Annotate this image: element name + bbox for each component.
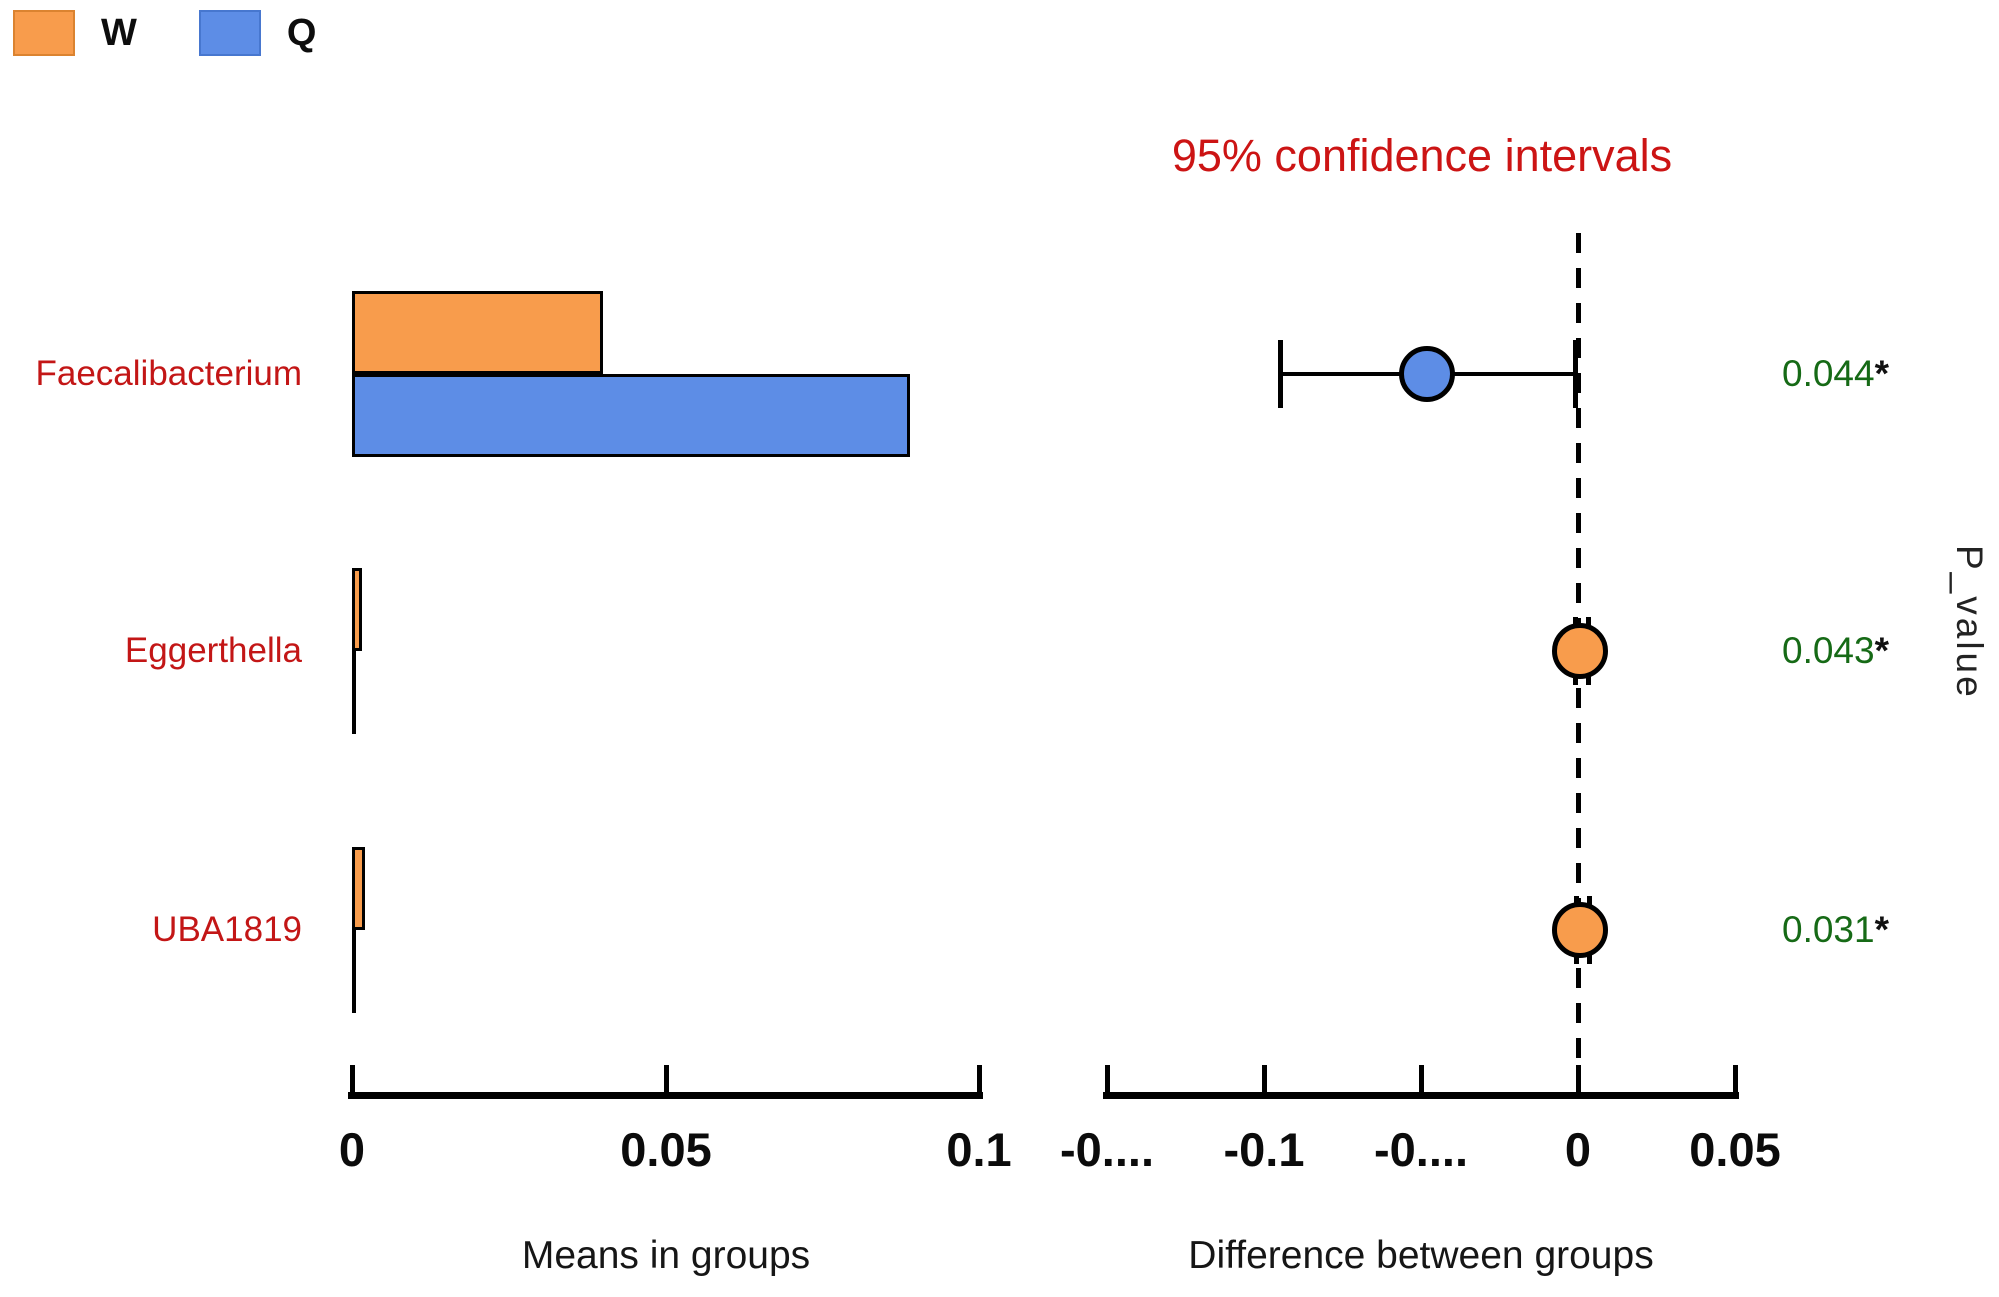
legend-swatch-w-icon (13, 10, 75, 56)
means-axis-tick (977, 1065, 982, 1099)
bar-w-uba1819 (352, 847, 365, 930)
ci-cap-low (1278, 340, 1283, 408)
difference-axis-title: Difference between groups (1188, 1234, 1654, 1277)
ci-title: 95% confidence intervals (1171, 130, 1673, 181)
significance-star: * (1874, 353, 1889, 394)
difference-axis-tick-label: -0.... (1373, 1123, 1469, 1176)
significance-star: * (1874, 630, 1889, 671)
bar-q-faecalibacterium (352, 374, 910, 457)
means-axis-tick-label: 0.1 (946, 1123, 1012, 1176)
bar-w-eggerthella (352, 568, 362, 651)
p-value-text: 0.044 (1782, 353, 1875, 394)
ci-point-uba1819 (1552, 902, 1608, 958)
difference-axis-tick-label: 0.05 (1689, 1123, 1781, 1176)
bar-q-eggerthella (352, 651, 356, 734)
legend-label-q: Q (286, 11, 317, 54)
bar-q-uba1819 (352, 930, 356, 1013)
p-value-label: 0.044* (1782, 348, 1889, 400)
difference-axis-tick-label: 0 (1564, 1123, 1592, 1176)
difference-axis-tick (1262, 1065, 1267, 1099)
difference-axis-tick-label: -0.1 (1223, 1123, 1305, 1176)
p-value-text: 0.031 (1782, 909, 1875, 950)
ci-point-eggerthella (1552, 623, 1608, 679)
taxon-label: UBA1819 (152, 910, 302, 949)
legend-swatch-q-icon (198, 10, 261, 56)
taxon-label: Faecalibacterium (35, 354, 303, 393)
means-axis-tick (664, 1065, 669, 1099)
means-axis-tick-label: 0 (338, 1123, 366, 1176)
means-axis-tick (350, 1065, 355, 1099)
ci-cap-high (1573, 340, 1578, 408)
means-axis-tick-label: 0.05 (620, 1123, 712, 1176)
means-axis-title: Means in groups (521, 1234, 811, 1277)
p-value-text: 0.043 (1782, 630, 1875, 671)
difference-axis-tick (1105, 1065, 1110, 1099)
legend: W Q (13, 10, 413, 56)
bar-w-faecalibacterium (352, 291, 603, 374)
p-value-label: 0.031* (1782, 904, 1889, 956)
ci-point-faecalibacterium (1399, 346, 1455, 402)
taxon-label: Eggerthella (124, 631, 302, 670)
p-value-axis-label: P_value (1949, 545, 1990, 700)
legend-item-q: Q (198, 10, 317, 56)
difference-axis-tick-label: -0.... (1059, 1123, 1155, 1176)
significance-star: * (1874, 909, 1889, 950)
difference-axis-tick (1419, 1065, 1424, 1099)
legend-label-w: W (101, 11, 137, 54)
legend-item-w: W (13, 10, 137, 56)
difference-axis-tick (1733, 1065, 1738, 1099)
p-value-label: 0.043* (1782, 625, 1889, 677)
